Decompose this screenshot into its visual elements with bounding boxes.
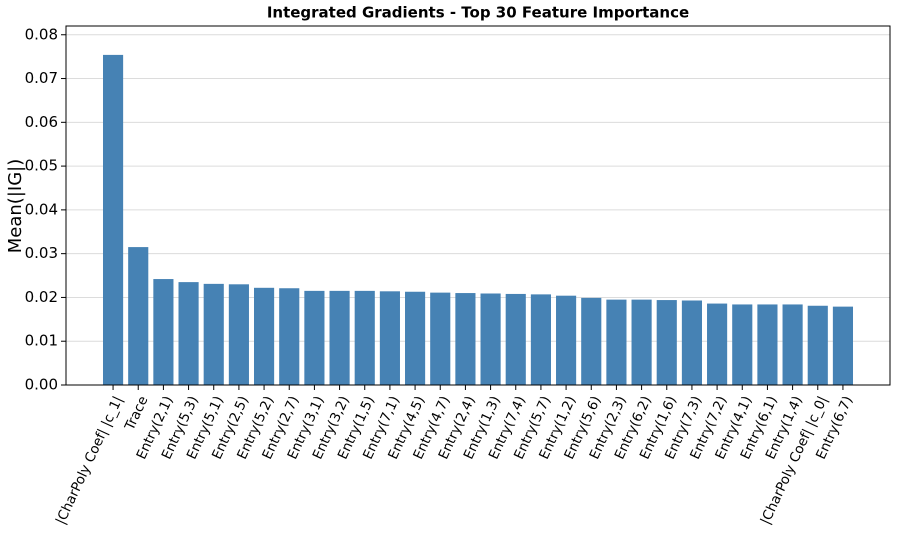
bar	[681, 300, 702, 385]
bar	[581, 297, 602, 385]
x-tick-label: |CharPoly Coef| |c_1|	[53, 394, 127, 527]
bar	[354, 290, 375, 385]
bar	[505, 293, 526, 385]
y-tick-label: 0.07	[25, 69, 58, 87]
bar	[102, 54, 124, 386]
y-tick-label: 0.03	[25, 244, 58, 262]
bar	[329, 290, 350, 385]
bar	[203, 283, 224, 385]
bar	[279, 288, 300, 385]
y-tick-label: 0.08	[25, 25, 58, 43]
bar	[732, 304, 753, 385]
bar	[757, 304, 778, 385]
bar	[782, 304, 803, 385]
y-tick-label: 0.06	[25, 113, 58, 131]
bar	[455, 293, 476, 385]
bar	[606, 299, 627, 385]
y-tick-label: 0.00	[25, 376, 58, 394]
bar	[631, 299, 652, 385]
bar	[480, 293, 501, 385]
y-axis-label: Mean(|IG|)	[5, 159, 26, 253]
y-tick-label: 0.05	[25, 157, 58, 175]
bar	[530, 294, 551, 385]
bar	[178, 282, 199, 385]
bar	[405, 291, 426, 385]
bar	[430, 292, 451, 385]
bar	[254, 287, 275, 385]
bar	[128, 247, 149, 385]
bar	[832, 306, 854, 385]
bar	[304, 290, 325, 385]
bar	[707, 303, 728, 385]
bar	[656, 300, 677, 385]
y-tick-label: 0.02	[25, 288, 58, 306]
bar	[807, 305, 828, 385]
plot-frame	[65, 25, 891, 386]
bar	[228, 284, 249, 385]
bar	[379, 291, 400, 385]
bar	[153, 279, 174, 385]
chart-title: Integrated Gradients - Top 30 Feature Im…	[267, 4, 689, 22]
y-tick-label: 0.01	[25, 332, 58, 350]
bar	[556, 295, 577, 385]
y-tick-label: 0.04	[25, 200, 58, 218]
